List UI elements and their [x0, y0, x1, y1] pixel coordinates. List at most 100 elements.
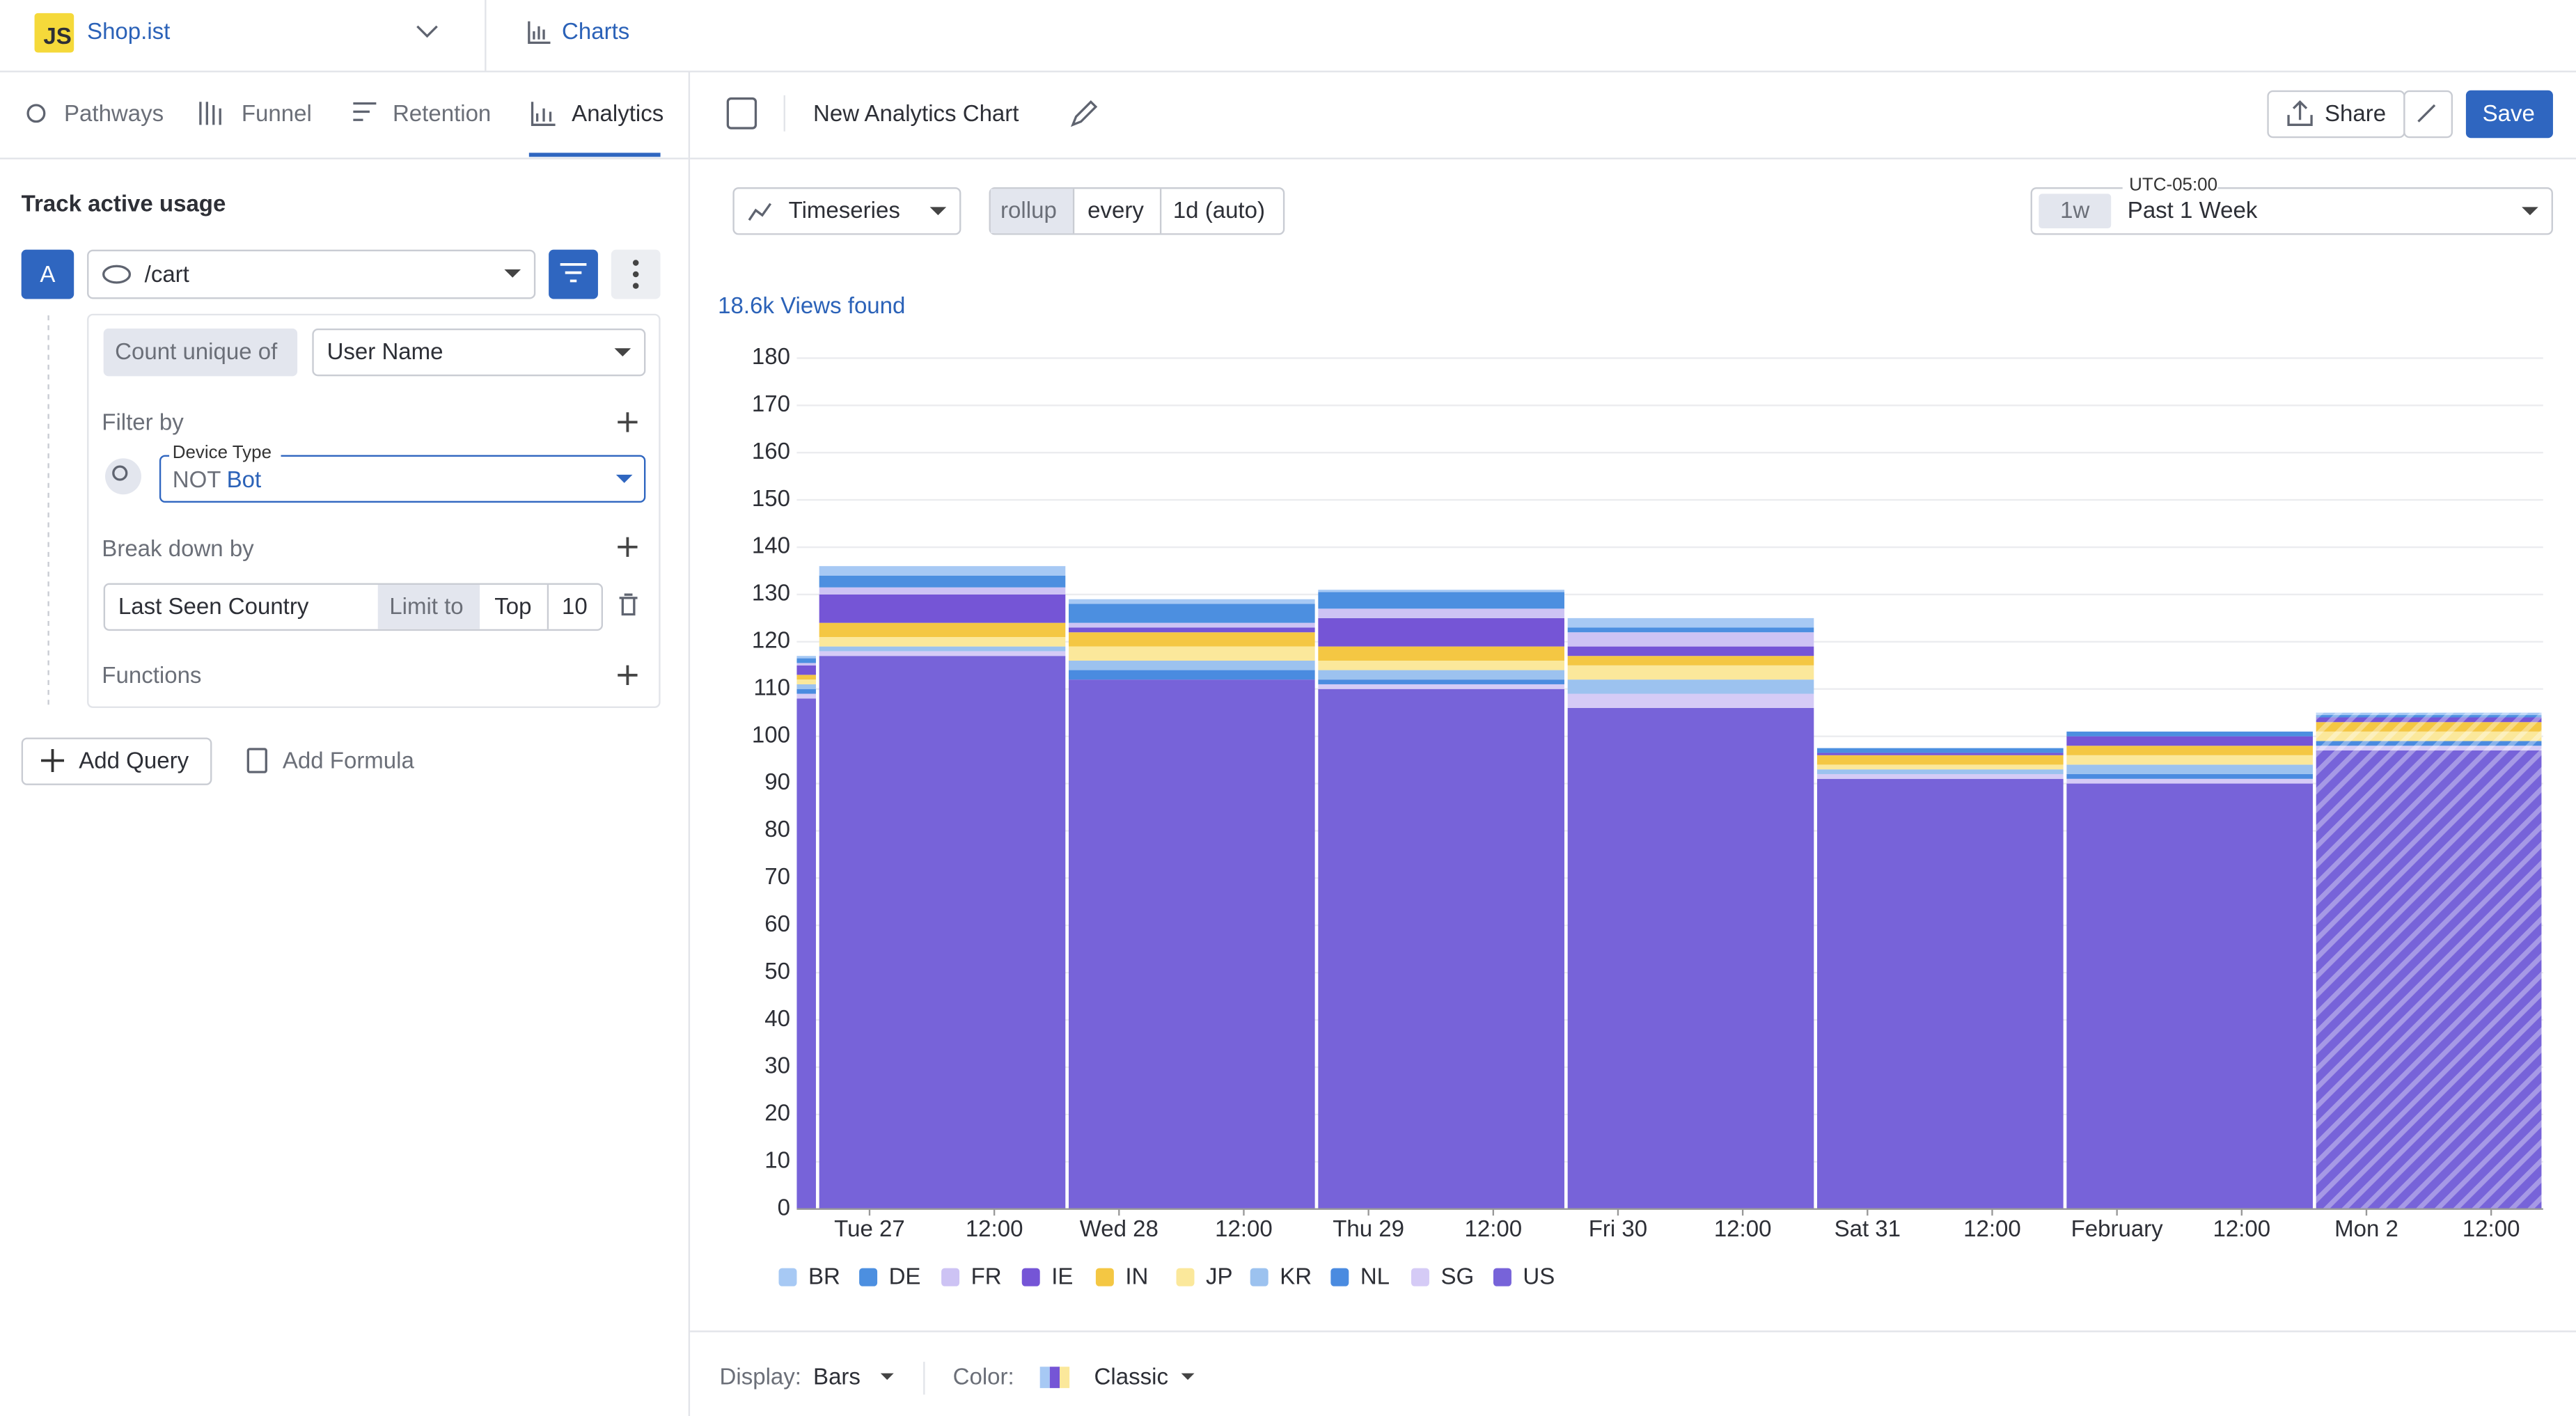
legend-label: SG: [1440, 1264, 1474, 1289]
bar-segment: [1318, 618, 1564, 647]
range-short: 1w: [2060, 197, 2089, 223]
bar-segment: [796, 656, 816, 658]
bar-segment: [1817, 748, 2064, 753]
bar-segment: [1318, 647, 1564, 661]
filter-button[interactable]: [549, 250, 598, 299]
functions: Functions: [102, 662, 201, 688]
y-tick-label: 50: [764, 958, 790, 984]
bar-segment: [819, 647, 1066, 652]
x-tick-label: 12:00: [1464, 1216, 1522, 1241]
x-tick-label: 12:00: [2213, 1216, 2271, 1241]
formula-icon: [248, 749, 266, 772]
bar-segment: [1817, 774, 2064, 779]
legend-swatch: [1250, 1268, 1269, 1287]
legend-swatch: [859, 1268, 877, 1287]
every[interactable]: every: [1087, 197, 1144, 223]
filter-op: NOT: [173, 466, 221, 492]
display[interactable]: Bars: [813, 1363, 861, 1389]
bar-segment: [819, 588, 1066, 595]
color-label: Color:: [953, 1363, 1014, 1389]
tab[interactable]: Retention: [393, 100, 491, 126]
legend-label: BR: [808, 1264, 840, 1289]
query-title: Track active usage: [22, 191, 226, 217]
bar-segment: [819, 637, 1066, 647]
bar-segment: [819, 623, 1066, 637]
query-label: A: [40, 261, 55, 287]
caret: [881, 1374, 894, 1380]
x-tick-label: 12:00: [1714, 1216, 1772, 1241]
tab[interactable]: Pathways: [64, 100, 164, 126]
bar-segment: [1069, 670, 1315, 680]
caret: [1181, 1374, 1195, 1380]
add-query: Add Query: [79, 748, 189, 773]
legend-swatch: [1493, 1268, 1511, 1287]
link-button[interactable]: [2404, 91, 2451, 137]
y-tick-label: 90: [764, 769, 790, 794]
y-tick-label: 0: [778, 1194, 790, 1220]
x-tick-label: Sat 31: [1835, 1216, 1901, 1241]
color[interactable]: Classic: [1094, 1363, 1168, 1389]
bar-segment: [1318, 670, 1564, 680]
y-tick-label: 120: [752, 627, 790, 653]
y-tick-label: 100: [752, 721, 790, 747]
limit-n[interactable]: 10: [562, 593, 588, 619]
x-tick-label: Wed 28: [1080, 1216, 1159, 1241]
bar-segment: [1817, 753, 2064, 755]
x-tick-label: 12:00: [2463, 1216, 2520, 1241]
palette-icon: [1060, 1367, 1069, 1388]
bar-segment: [1568, 632, 1814, 646]
y-tick-label: 60: [764, 911, 790, 936]
bar-segment: [2066, 784, 2313, 1209]
partial-hatch: [2316, 713, 2542, 1209]
charts-icon: [529, 22, 551, 43]
bar-segment: [796, 679, 816, 684]
pathways-icon: [28, 105, 45, 122]
bar-segment: [2066, 732, 2313, 737]
chart: 0102030405060708090100110120130140150160…: [752, 343, 2543, 1289]
y-tick-label: 40: [764, 1005, 790, 1031]
x-tick-label: Fri 30: [1589, 1216, 1647, 1241]
display-label: Display:: [720, 1363, 801, 1389]
bar-segment: [819, 566, 1066, 576]
limit-dir[interactable]: Top: [494, 593, 531, 619]
legend-swatch: [1411, 1268, 1429, 1287]
tab-active[interactable]: Analytics: [572, 100, 663, 126]
nav-charts[interactable]: Charts: [562, 18, 629, 44]
legend-swatch: [941, 1268, 959, 1287]
bar-segment: [1568, 656, 1814, 666]
count: Count unique of: [115, 338, 278, 364]
breakdown-field[interactable]: Last Seen Country: [118, 593, 309, 619]
bar-segment: [796, 666, 816, 675]
tab[interactable]: Funnel: [242, 100, 312, 126]
y-tick-label: 20: [764, 1100, 790, 1126]
edit-icon[interactable]: [1073, 102, 1096, 125]
viz: Timeseries: [789, 197, 900, 223]
legend-swatch: [1096, 1268, 1114, 1287]
y-tick-label: 170: [752, 391, 790, 416]
legend-label: DE: [889, 1264, 921, 1289]
bar-segment: [819, 595, 1066, 623]
bar-segment: [2066, 755, 2313, 765]
bar-segment: [819, 656, 1066, 1209]
bar-segment: [796, 675, 816, 679]
app-chevron[interactable]: [417, 26, 437, 36]
interval[interactable]: 1d (auto): [1173, 197, 1265, 223]
add-formula[interactable]: Add Formula: [283, 748, 415, 773]
bar-segment: [796, 689, 816, 694]
filter-label: Device Type: [173, 443, 272, 462]
found: 18.6k Views found: [718, 292, 905, 318]
bar-segment: [1568, 666, 1814, 679]
bar-segment: [1069, 632, 1315, 646]
legend-label: IE: [1051, 1264, 1073, 1289]
collapse-icon[interactable]: [728, 99, 755, 128]
bar-segment: [1817, 764, 2064, 769]
bar-segment: [1069, 604, 1315, 623]
bar-segment: [1069, 599, 1315, 604]
bar-segment: [796, 698, 816, 1209]
app-name[interactable]: Shop.ist: [87, 18, 170, 44]
bar-segment: [1568, 679, 1814, 693]
y-tick-label: 10: [764, 1147, 790, 1173]
legend-swatch: [1330, 1268, 1349, 1287]
